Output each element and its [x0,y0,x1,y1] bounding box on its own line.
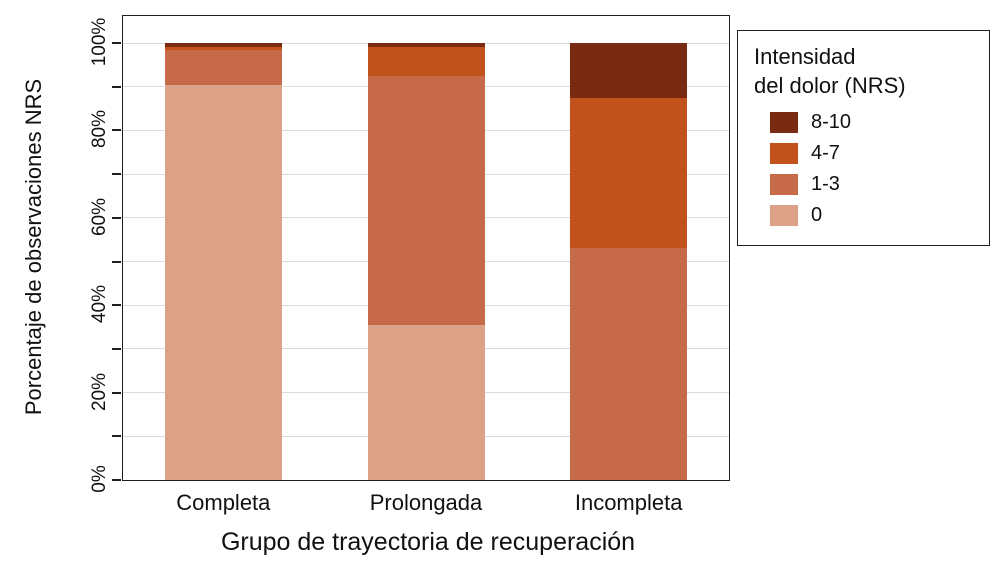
segment-nrs-1-3 [165,49,283,85]
legend-label: 0 [811,204,823,227]
segment-nrs-8-10 [367,43,485,48]
y-tick-label: 60% [89,197,110,236]
y-tick-label: 80% [89,110,110,149]
x-tick-label-incompleta: Incompleta [574,490,683,515]
legend-title: Intensidad del dolor (NRS) [754,43,975,100]
legend-entry-0: 0 [770,204,975,227]
segment-nrs-0 [165,84,283,480]
y-axis-tick [112,304,121,307]
bars-area [112,42,729,481]
segment-nrs-4-7 [367,47,485,76]
y-axis-tick [112,260,121,263]
segment-nrs-1-3 [569,248,687,480]
legend-swatch [770,174,798,196]
legend-swatch [770,143,798,165]
y-axis-tick [112,347,121,350]
y-axis-tick [112,216,121,219]
legend-label: 4-7 [811,142,840,165]
bar-prolongada [367,43,485,480]
x-tick-label-completa: Completa [176,490,271,515]
legend-label: 1-3 [811,173,840,196]
segment-nrs-4-7 [165,47,283,50]
y-axis-tick [112,391,121,394]
x-tick-label-prolongada: Prolongada [369,490,483,515]
bar-completa [165,43,283,480]
legend-entry-8-10: 8-10 [770,111,975,134]
y-axis-tick [112,42,121,44]
plot-area [112,15,730,481]
legend-label: 8-10 [811,111,852,134]
legend-swatch [770,112,798,134]
legend-entries: 8-10 4-7 1-3 0 [770,111,975,227]
legend-title-line2: del dolor (NRS) [754,72,906,98]
y-axis-tick [112,129,121,132]
y-tick-label: 100% [89,17,110,67]
legend: Intensidad del dolor (NRS) 8-10 4-7 1-3 0 [737,30,990,247]
bar-incompleta [569,43,687,480]
y-axis-title: Porcentaje de observaciones NRS [21,78,46,416]
segment-nrs-1-3 [367,75,485,325]
y-tick-label: 20% [89,372,110,411]
y-tick-label: 40% [89,285,110,324]
legend-entry-4-7: 4-7 [770,142,975,165]
y-axis-tick [112,435,121,438]
legend-title-line1: Intensidad [754,44,856,69]
segment-nrs-8-10 [165,43,283,48]
segment-nrs-8-10 [569,43,687,98]
gridline [123,42,729,44]
y-axis-tick [112,479,121,481]
legend-swatch [770,205,798,227]
segment-nrs-0 [367,324,485,480]
y-axis-tick [112,85,121,88]
x-axis-title: Grupo de trayectoria de recuperación [220,528,636,556]
y-tick-label: 0% [89,465,110,493]
legend-entry-1-3: 1-3 [770,173,975,196]
segment-nrs-4-7 [569,97,687,249]
y-axis-tick [112,173,121,176]
